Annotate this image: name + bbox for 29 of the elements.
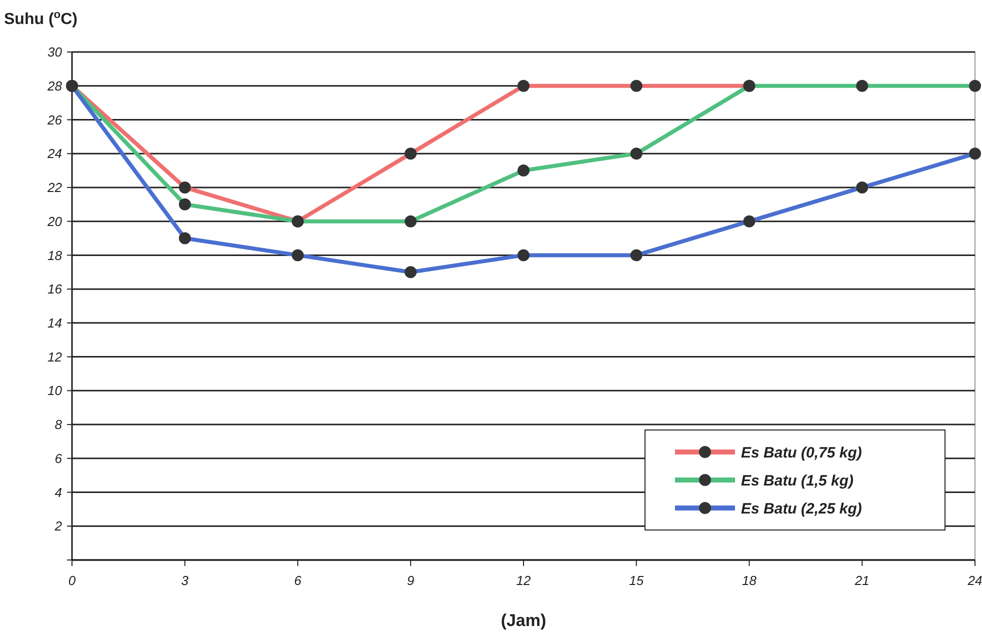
x-tick-label: 0 [68, 573, 76, 588]
x-tick-label: 15 [629, 573, 644, 588]
legend-label: Es Batu (0,75 kg) [741, 444, 862, 462]
legend-label: Es Batu (2,25 kg) [741, 500, 862, 518]
y-tick-label: 2 [54, 518, 63, 534]
y-tick-label: 26 [46, 112, 63, 128]
y-tick-label: 30 [48, 44, 63, 60]
x-tick-label: 9 [407, 573, 414, 588]
y-tick-label: 10 [48, 383, 63, 398]
y-tick-label: 20 [46, 214, 63, 229]
y-tick-label: 28 [46, 78, 63, 94]
y-tick-label: 18 [48, 248, 63, 263]
y-tick-label: 4 [54, 484, 62, 500]
y-tick-label: 16 [48, 282, 63, 297]
y-tick-label: 6 [54, 450, 63, 466]
y-tick-label: 22 [46, 180, 63, 196]
x-tick-label: 24 [966, 573, 982, 588]
x-tick-label: 21 [854, 573, 870, 588]
legend-label: Es Batu (1,5 kg) [741, 472, 854, 490]
y-tick-label: 12 [48, 349, 63, 364]
x-tick-label: 3 [181, 573, 190, 588]
y-tick-label: 8 [54, 417, 63, 432]
y-tick-label: 24 [46, 146, 62, 162]
x-tick-label: 12 [516, 573, 532, 588]
y-axis-title: Suhu ($^{o}$C) [4, 9, 78, 28]
x-tick-label: 18 [742, 573, 758, 588]
x-tick-label: 6 [294, 573, 302, 588]
x-axis-title: (Jam) [500, 611, 546, 630]
y-tick-label: 14 [48, 315, 62, 330]
